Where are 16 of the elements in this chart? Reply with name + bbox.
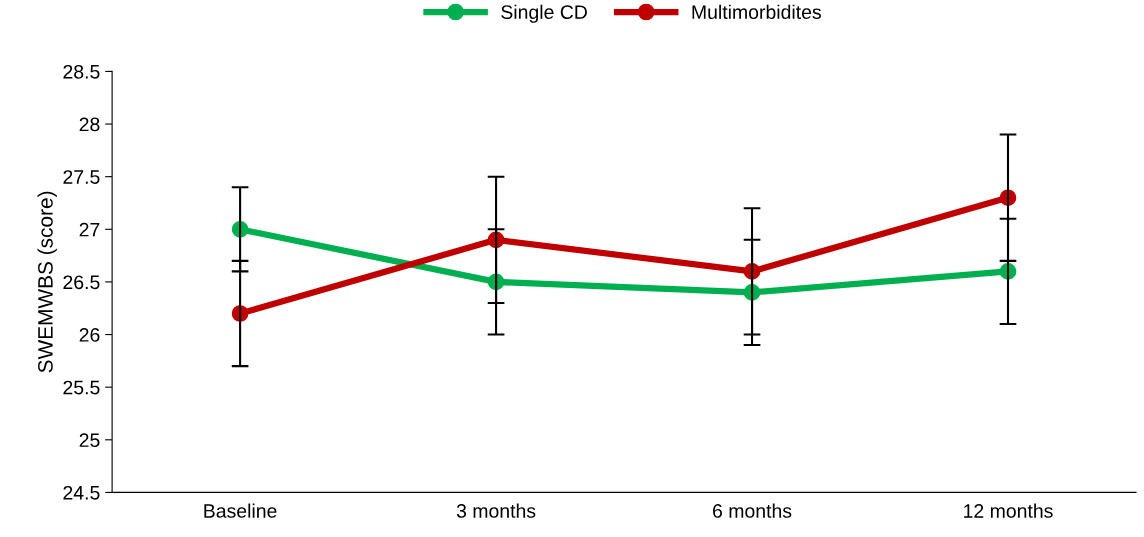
y-tick-label: 24.5: [63, 485, 100, 500]
x-tick-label: 3 months: [456, 503, 536, 518]
y-tick-label: 25.5: [63, 380, 100, 395]
y-tick-label: 28.5: [63, 64, 100, 79]
y-axis-title: SWEMWBS (score): [37, 191, 57, 373]
legend-label: Multimorbidites: [692, 4, 821, 19]
y-tick-label: 27: [79, 222, 100, 237]
y-tick-label: 28: [79, 117, 100, 132]
y-tick-label: 27.5: [63, 170, 100, 184]
x-tick-label: 6 months: [713, 503, 792, 518]
y-tick-label: 26: [79, 328, 100, 342]
y-tick-label: 26.5: [63, 275, 100, 290]
x-tick-label: 12 months: [964, 503, 1053, 518]
legend-label: Single CD: [501, 4, 587, 23]
x-tick-label: Baseline: [204, 503, 277, 518]
y-tick-label: 25: [79, 433, 100, 448]
